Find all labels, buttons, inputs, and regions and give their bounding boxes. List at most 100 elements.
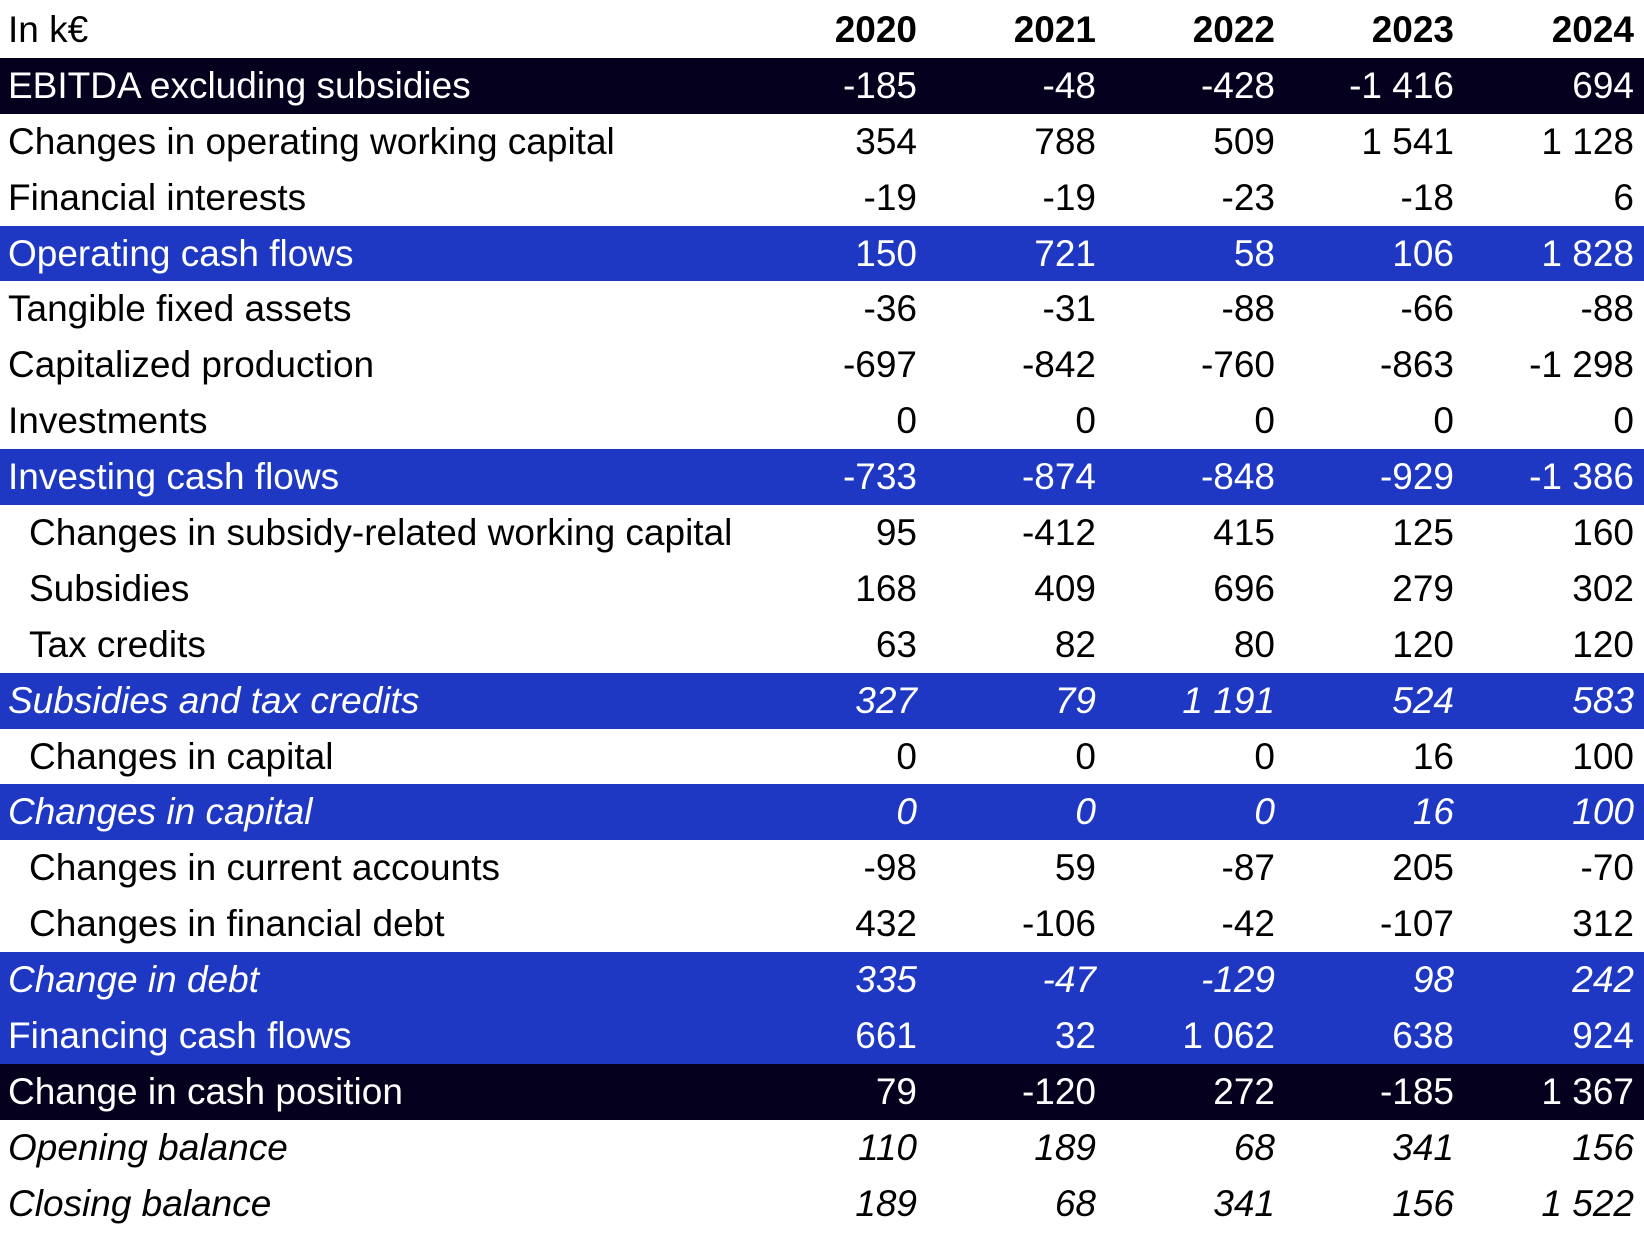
cell-value: 16 [1412,791,1454,833]
cell-value: -863 [1379,344,1454,386]
cell-value: 32 [1054,1015,1096,1057]
cell-value: -66 [1400,288,1454,330]
cell-value: -19 [863,176,917,218]
cell-value: 1 191 [1182,679,1275,721]
cell-value: 168 [855,567,917,609]
row-label: Opening balance [8,1126,288,1168]
table-row: Financing cash flows 661 32 1 062 638 924 [0,1008,1644,1064]
cell-value: 1 367 [1541,1070,1634,1112]
cell-value: -42 [1221,903,1275,945]
cell-value: -120 [1021,1070,1096,1112]
cell-value: 694 [1572,64,1634,106]
cell-value: 335 [855,959,917,1001]
cell-value: -848 [1200,456,1275,498]
cell-value: 696 [1213,567,1275,609]
table-row: Changes in current accounts -98 59 -87 205 -7… [0,840,1644,896]
cell-value: 68 [1054,1182,1096,1224]
row-label: Investing cash flows [8,456,340,498]
cell-value: -23 [1221,176,1275,218]
cell-value: 125 [1392,512,1454,554]
row-label: Investments [8,400,208,442]
cell-value: -697 [842,344,917,386]
cell-value: 68 [1233,1126,1275,1168]
year-header: 2024 [1551,9,1634,50]
cell-value: -107 [1379,903,1454,945]
cell-value: 302 [1572,567,1634,609]
cell-value: 279 [1392,567,1454,609]
cell-value: 0 [1254,735,1275,777]
table-row: Subsidies and tax credits 327 79 1 191 524 58… [0,672,1644,729]
table-row: Opening balance 110 189 68 341 156 [0,1120,1644,1176]
cell-value: 509 [1213,120,1275,162]
table-row: Changes in operating working capital 354 7… [0,114,1644,170]
cell-value: 1 828 [1541,232,1634,274]
cell-value: 120 [1392,623,1454,665]
table-row: EBITDA excluding subsidies -185 -48 -428 -1 … [0,57,1644,114]
cell-value: 924 [1572,1015,1634,1057]
cell-value: 79 [875,1070,917,1112]
cell-value: -428 [1200,64,1275,106]
cell-value: -929 [1379,456,1454,498]
cell-value: -760 [1200,344,1275,386]
unit-label: In k€ [8,9,89,50]
cell-value: 242 [1572,959,1634,1001]
cell-value: -874 [1021,456,1096,498]
year-header: 2023 [1371,9,1454,50]
cell-value: 312 [1572,903,1634,945]
table-header-row: In k€ 2020 2021 2022 2023 2024 [0,2,1644,58]
cell-value: 189 [1034,1126,1096,1168]
table-row: Changes in capital 0 0 0 16 100 [0,784,1644,841]
cell-value: 1 128 [1541,120,1634,162]
cell-value: -19 [1042,176,1096,218]
cell-value: 58 [1233,232,1275,274]
row-label: Subsidies [29,567,190,609]
row-label: Operating cash flows [8,232,354,274]
cell-value: 272 [1213,1070,1275,1112]
cell-value: 0 [896,735,917,777]
cell-value: 156 [1572,1126,1634,1168]
row-label: Change in cash position [8,1070,403,1112]
cell-value: -185 [1379,1070,1454,1112]
cell-value: 6 [1613,176,1634,218]
row-label: Capitalized production [8,344,375,386]
row-label: Changes in financial debt [29,903,445,945]
cell-value: 80 [1233,623,1275,665]
cell-value: 721 [1034,232,1096,274]
cell-value: -70 [1580,847,1634,889]
cell-value: 59 [1054,847,1096,889]
cell-value: 82 [1054,623,1096,665]
cell-value: 409 [1034,567,1096,609]
cell-value: 160 [1572,512,1634,554]
year-header: 2020 [834,9,917,50]
cell-value: 661 [855,1015,917,1057]
cell-value: -185 [842,64,917,106]
cell-value: 327 [855,679,917,721]
row-label: Changes in capital [29,735,334,777]
year-header: 2021 [1013,9,1096,50]
row-label: Subsidies and tax credits [8,679,420,721]
cell-value: 0 [1433,400,1454,442]
cell-value: 1 541 [1361,120,1454,162]
cell-value: 16 [1412,735,1454,777]
cell-value: -87 [1221,847,1275,889]
cell-value: -106 [1021,903,1096,945]
cell-value: -842 [1021,344,1096,386]
cell-value: -88 [1580,288,1634,330]
cell-value: 638 [1392,1015,1454,1057]
cell-value: 100 [1572,791,1634,833]
table-row: Changes in capital 0 0 0 16 100 [0,729,1644,785]
cell-value: -1 386 [1529,456,1634,498]
table-row: Investing cash flows -733 -874 -848 -929 -1 3… [0,449,1644,506]
row-label: Financial interests [8,176,307,218]
table-body: EBITDA excluding subsidies -185 -48 -428 -1 … [0,57,1644,1232]
cell-value: 189 [855,1182,917,1224]
cell-value: 106 [1392,232,1454,274]
table-row: Subsidies 168 409 696 279 302 [0,561,1644,617]
table-row: Changes in subsidy-related working capit… [0,505,1644,561]
cell-value: 354 [855,120,917,162]
cell-value: 524 [1392,679,1454,721]
cell-value: -47 [1042,959,1096,1001]
row-label: Changes in current accounts [29,847,500,889]
table-row: Closing balance 189 68 341 156 1 522 [0,1176,1644,1232]
cell-value: 583 [1572,679,1634,721]
